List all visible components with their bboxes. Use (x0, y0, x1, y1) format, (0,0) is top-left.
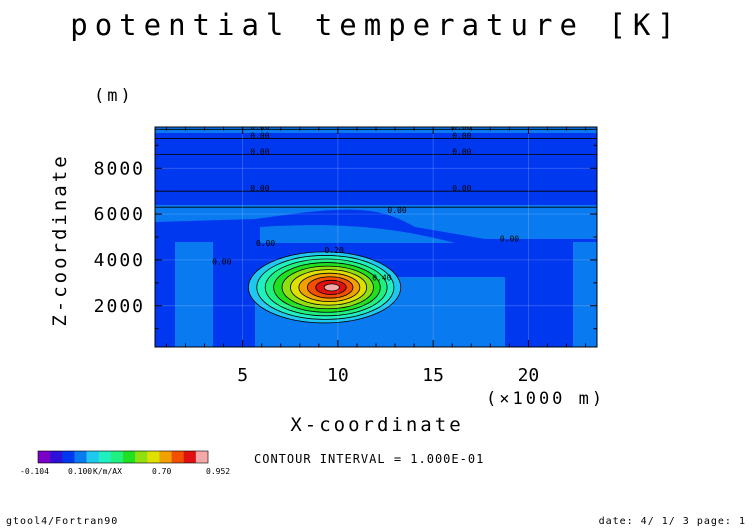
contour-label: 0.20 (325, 246, 344, 255)
x-tick-label: 15 (422, 365, 444, 386)
colorbar-label: 0.952 (206, 467, 230, 476)
colorbar-swatch (147, 451, 160, 463)
field-tongue-light (260, 225, 455, 243)
colorbar-swatch (62, 451, 75, 463)
contour-interval-text: CONTOUR INTERVAL = 1.000E-01 (254, 452, 485, 466)
field-column-right (573, 242, 597, 347)
contour-label: 0.40 (372, 274, 391, 283)
colorbar-label: -0.104 (20, 467, 49, 476)
colorbar-swatch (98, 451, 112, 463)
colorbar-label: K/m/AX (93, 467, 122, 476)
contour-label: 0.00 (452, 131, 471, 140)
colorbar-label: 0.100 (68, 467, 92, 476)
x-tick-label: 10 (327, 365, 349, 386)
contour-label: 0.00 (212, 258, 231, 267)
x-tick-label: 20 (518, 365, 540, 386)
bubble-level-9 (323, 283, 340, 292)
footer-right: date: 4/ 1/ 3 page: 1 (598, 516, 746, 527)
colorbar-label: 0.70 (152, 467, 171, 476)
colorbar-swatch (110, 451, 124, 463)
colorbar-swatch (123, 451, 136, 463)
y-tick-label: 2000 (94, 296, 145, 317)
y-tick-label: 6000 (94, 204, 145, 225)
footer-left: gtool4/Fortran90 (6, 516, 119, 527)
colorbar-swatch (183, 451, 197, 463)
chart-title: potential temperature [K] (70, 8, 682, 42)
contour-label: 0.00 (250, 184, 269, 193)
field-upper-band (155, 133, 597, 205)
x-tick-label: 5 (237, 365, 248, 386)
y-tick-label: 8000 (94, 158, 145, 179)
contour-label: 0.00 (500, 235, 519, 244)
colorbar-frame (37, 450, 209, 464)
colorbar-swatch (38, 451, 51, 463)
colorbar-swatch (195, 451, 209, 463)
y-tick-label: 4000 (94, 250, 145, 271)
contour-label: 0.00 (387, 206, 406, 215)
colorbar-swatch (74, 451, 87, 463)
field-column-left (175, 242, 213, 347)
contour-label: 0.00 (250, 131, 269, 140)
contour-label: 0.00 (256, 239, 275, 248)
colorbar-swatch (159, 451, 172, 463)
x-axis-label: X-coordinate (290, 414, 464, 436)
contour-label: 0.00 (452, 122, 471, 131)
colorbar-swatch (50, 451, 63, 463)
x-axis-unit: (×1000 m) (486, 389, 606, 409)
y-axis-unit: (m) (94, 86, 134, 106)
colorbar-swatch (135, 451, 148, 463)
contour-label: 0.00 (452, 184, 471, 193)
colorbar-swatch (86, 451, 100, 463)
colorbar-swatch (171, 451, 185, 463)
contour-label: 0.00 (250, 148, 269, 157)
contour-label: 0.00 (452, 148, 471, 157)
contour-label: 0.00 (250, 122, 269, 131)
